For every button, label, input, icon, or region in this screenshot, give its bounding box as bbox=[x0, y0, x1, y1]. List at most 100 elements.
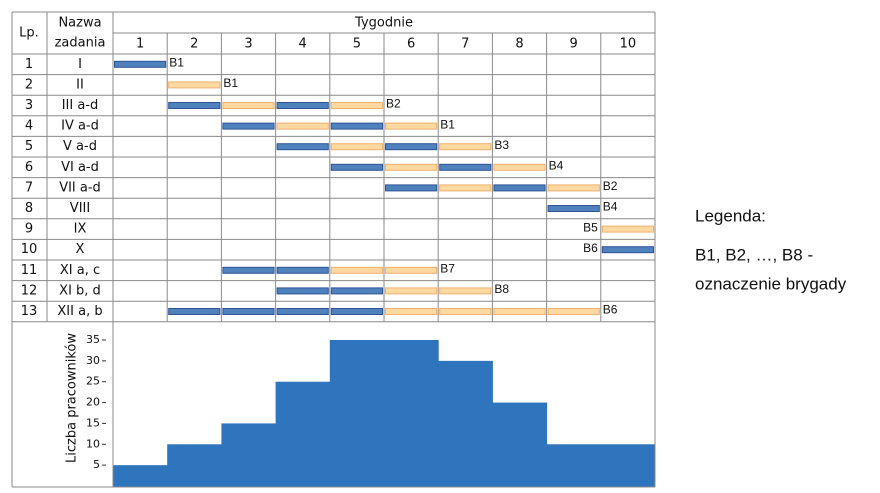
task-bar bbox=[601, 225, 654, 233]
task-lp: 6 bbox=[25, 160, 33, 175]
histogram-bar bbox=[546, 444, 602, 487]
task-bar bbox=[439, 163, 492, 171]
brigade-label: B7 bbox=[440, 261, 455, 275]
brigade-label: B3 bbox=[494, 138, 509, 152]
task-bar bbox=[385, 184, 438, 192]
task-bar bbox=[276, 102, 329, 109]
task-name: VIII bbox=[70, 201, 90, 216]
task-bar bbox=[330, 122, 383, 130]
task-bar bbox=[493, 184, 546, 192]
task-bar bbox=[385, 287, 438, 295]
task-lp: 4 bbox=[25, 119, 33, 134]
week-header: 3 bbox=[244, 37, 252, 52]
task-name: X bbox=[76, 242, 85, 257]
task-bar bbox=[330, 287, 383, 295]
task-bar bbox=[493, 163, 546, 171]
task-lp: 5 bbox=[25, 139, 33, 154]
legend-text: oznaczenie brygady bbox=[695, 274, 847, 293]
task-lp: 9 bbox=[25, 222, 33, 237]
task-bar bbox=[547, 205, 600, 212]
y-tick-label: 25 bbox=[86, 375, 100, 388]
task-lp: 12 bbox=[21, 283, 38, 298]
task-name: III a-d bbox=[62, 98, 99, 113]
y-tick-label: 30 bbox=[86, 354, 100, 367]
y-tick-label: 5 bbox=[93, 458, 100, 471]
y-tick-label: 20 bbox=[86, 396, 100, 409]
task-name: XII a, b bbox=[57, 304, 102, 319]
task-bar bbox=[276, 122, 329, 130]
week-header: 6 bbox=[407, 37, 415, 52]
task-bar bbox=[330, 163, 383, 171]
task-bar bbox=[222, 266, 275, 274]
task-lp: 2 bbox=[25, 77, 33, 92]
task-name: XI a, c bbox=[60, 263, 100, 278]
week-header: 5 bbox=[353, 37, 361, 52]
task-bar bbox=[439, 308, 492, 315]
task-name: V a-d bbox=[63, 139, 97, 154]
task-lp: 7 bbox=[25, 180, 33, 195]
task-name: I bbox=[78, 57, 82, 72]
brigade-label: B1 bbox=[223, 76, 238, 90]
task-name: VII a-d bbox=[59, 180, 101, 195]
task-bar bbox=[439, 287, 492, 295]
task-lp: 10 bbox=[21, 242, 38, 257]
task-lp: 3 bbox=[25, 98, 33, 113]
histogram-bar bbox=[384, 340, 439, 487]
week-header: 9 bbox=[570, 37, 578, 52]
brigade-label: B1 bbox=[440, 117, 455, 131]
brigade-label: B6 bbox=[603, 303, 618, 317]
week-header: 1 bbox=[136, 37, 144, 52]
task-bar bbox=[385, 266, 438, 274]
task-bar bbox=[276, 308, 329, 315]
brigade-label: B2 bbox=[386, 97, 401, 111]
histogram-bar bbox=[221, 423, 277, 487]
task-bar bbox=[168, 102, 221, 109]
histogram-bar bbox=[275, 381, 331, 487]
brigade-label: B5 bbox=[583, 220, 598, 234]
task-bar bbox=[276, 287, 329, 295]
task-bar bbox=[168, 81, 221, 89]
task-name: XI b, d bbox=[59, 283, 101, 298]
histogram-bar bbox=[600, 444, 656, 487]
task-lp: 8 bbox=[25, 201, 33, 216]
task-bar bbox=[385, 122, 438, 130]
task-bar bbox=[330, 266, 383, 274]
brigade-label: B4 bbox=[549, 158, 564, 172]
task-name: VI a-d bbox=[61, 160, 99, 175]
y-tick-label: 35 bbox=[86, 333, 100, 346]
histogram-bar bbox=[492, 402, 548, 487]
task-bar bbox=[385, 143, 438, 151]
brigade-label: B1 bbox=[169, 55, 184, 69]
task-bar bbox=[222, 122, 275, 130]
legend-text: B1, B2, …, B8 - bbox=[695, 245, 813, 264]
histogram-bar bbox=[329, 340, 385, 487]
task-lp: 13 bbox=[21, 304, 38, 319]
task-bar bbox=[493, 308, 546, 315]
task-bar bbox=[276, 266, 329, 274]
task-bar bbox=[168, 308, 221, 315]
task-bar bbox=[601, 246, 654, 254]
y-axis-label: Liczba pracowników bbox=[65, 333, 80, 463]
histogram-bar bbox=[113, 465, 168, 487]
task-bar bbox=[222, 308, 275, 315]
header-name: zadania bbox=[55, 36, 106, 51]
brigade-label: B4 bbox=[603, 200, 618, 214]
histogram-bar bbox=[167, 444, 222, 487]
task-bar bbox=[276, 143, 329, 151]
histogram-bar bbox=[438, 360, 493, 487]
legend-title: Legenda: bbox=[695, 206, 766, 225]
task-bar bbox=[330, 102, 383, 109]
task-name: IV a-d bbox=[61, 119, 99, 134]
task-lp: 11 bbox=[21, 263, 38, 278]
week-header: 8 bbox=[515, 37, 523, 52]
task-lp: 1 bbox=[25, 57, 33, 72]
task-bar bbox=[222, 102, 275, 109]
week-header: 4 bbox=[299, 37, 307, 52]
header-lp: Lp. bbox=[19, 26, 39, 41]
task-name: IX bbox=[74, 222, 87, 237]
task-bar bbox=[385, 308, 438, 315]
y-tick-label: 15 bbox=[86, 416, 100, 429]
week-header: 7 bbox=[461, 37, 469, 52]
brigade-label: B8 bbox=[494, 282, 509, 296]
